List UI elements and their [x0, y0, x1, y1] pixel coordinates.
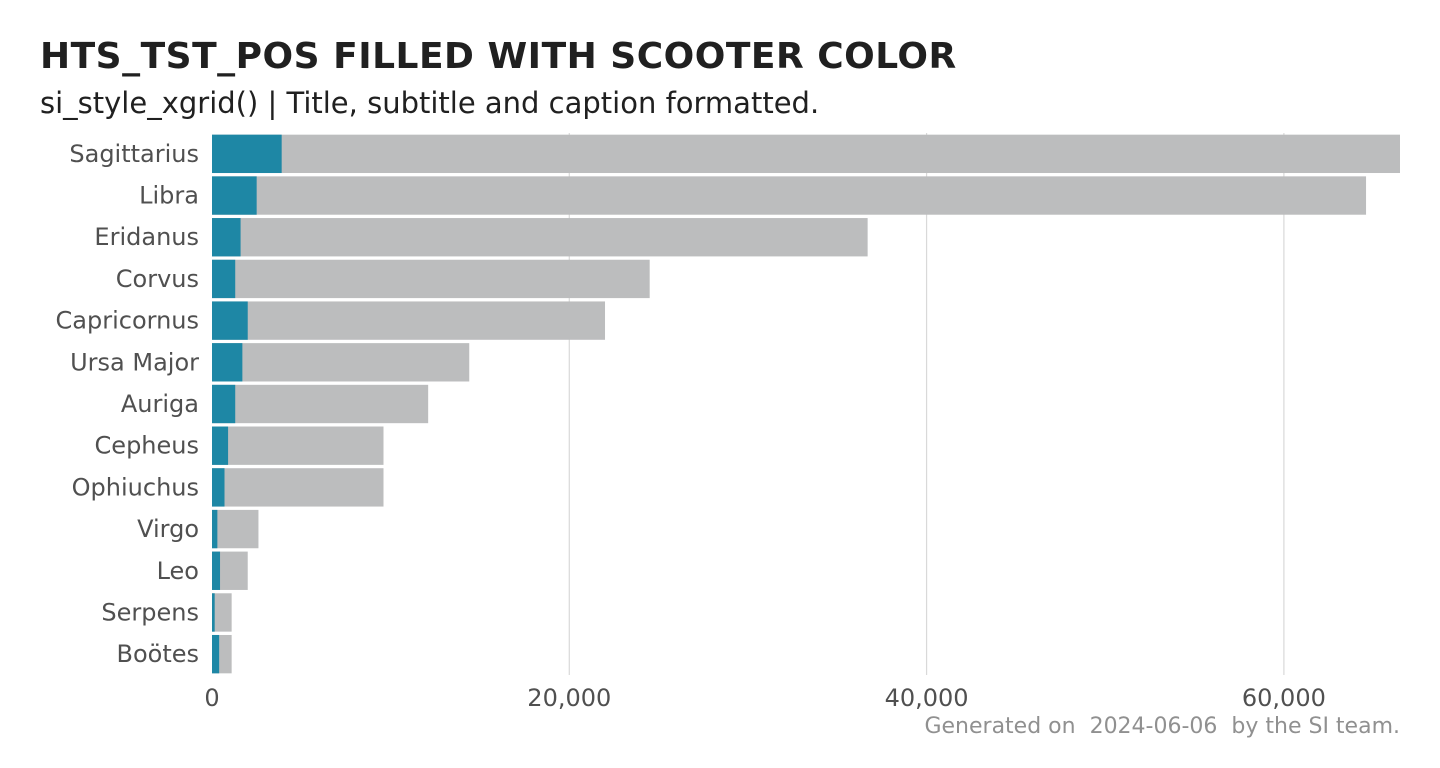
bar-tst — [212, 509, 259, 549]
category-labels: Sagittarius Libra Eridanus Corvus Capricornu… — [56, 140, 200, 668]
bar-tst-pos — [212, 593, 215, 632]
bar-tst — [212, 134, 1400, 174]
bar-tst-pos — [212, 509, 218, 549]
bar-tst-pos — [212, 218, 241, 257]
category-label: Eridanus — [94, 223, 199, 251]
category-label: Corvus — [116, 265, 199, 293]
x-tick-label: 40,000 — [885, 684, 969, 712]
bar-tst — [212, 343, 470, 382]
x-tick-label: 60,000 — [1242, 684, 1326, 712]
x-tick-labels: 0 20,000 40,000 60,000 — [204, 684, 1326, 712]
bar-tst — [212, 468, 384, 507]
bar-tst-pos — [212, 301, 248, 340]
x-tick-label: 0 — [204, 684, 219, 712]
bar-tst-pos — [212, 134, 282, 174]
category-label: Serpens — [101, 598, 199, 626]
category-label: Capricornus — [56, 307, 199, 335]
category-label: Leo — [157, 557, 199, 585]
category-label: Ophiuchus — [72, 473, 199, 501]
category-label: Cepheus — [95, 432, 199, 460]
bar-tst — [212, 426, 384, 465]
bar-tst — [212, 259, 650, 299]
bar-tst-pos — [212, 468, 225, 507]
bar-tst — [212, 593, 232, 632]
bar-tst-pos — [212, 551, 221, 590]
bar-tst-pos — [212, 176, 257, 215]
bar-tst — [212, 384, 429, 424]
category-label: Auriga — [121, 390, 199, 418]
bar-tst-pos — [212, 426, 229, 465]
bar-tst-pos — [212, 259, 236, 299]
bar-tst-pos — [212, 634, 220, 674]
bar-tst — [212, 176, 1367, 215]
category-label: Libra — [139, 182, 199, 210]
category-label: Virgo — [137, 515, 199, 543]
bar-tst — [212, 301, 606, 340]
bar-tst — [212, 218, 868, 257]
bar-tst-pos — [212, 343, 243, 382]
x-tick-label: 20,000 — [527, 684, 611, 712]
chart-subtitle: si_style_xgrid() | Title, subtitle and c… — [40, 86, 820, 120]
chart-title: HTS_TST_POS FILLED WITH SCOOTER COLOR — [40, 36, 957, 77]
bar-tst-pos — [212, 384, 236, 424]
category-label: Boötes — [116, 640, 199, 668]
bars — [212, 134, 1400, 674]
category-label: Ursa Major — [70, 348, 199, 376]
category-label: Sagittarius — [69, 140, 199, 168]
chart-caption: Generated on 2024-06-06 by the SI team. — [924, 714, 1400, 739]
